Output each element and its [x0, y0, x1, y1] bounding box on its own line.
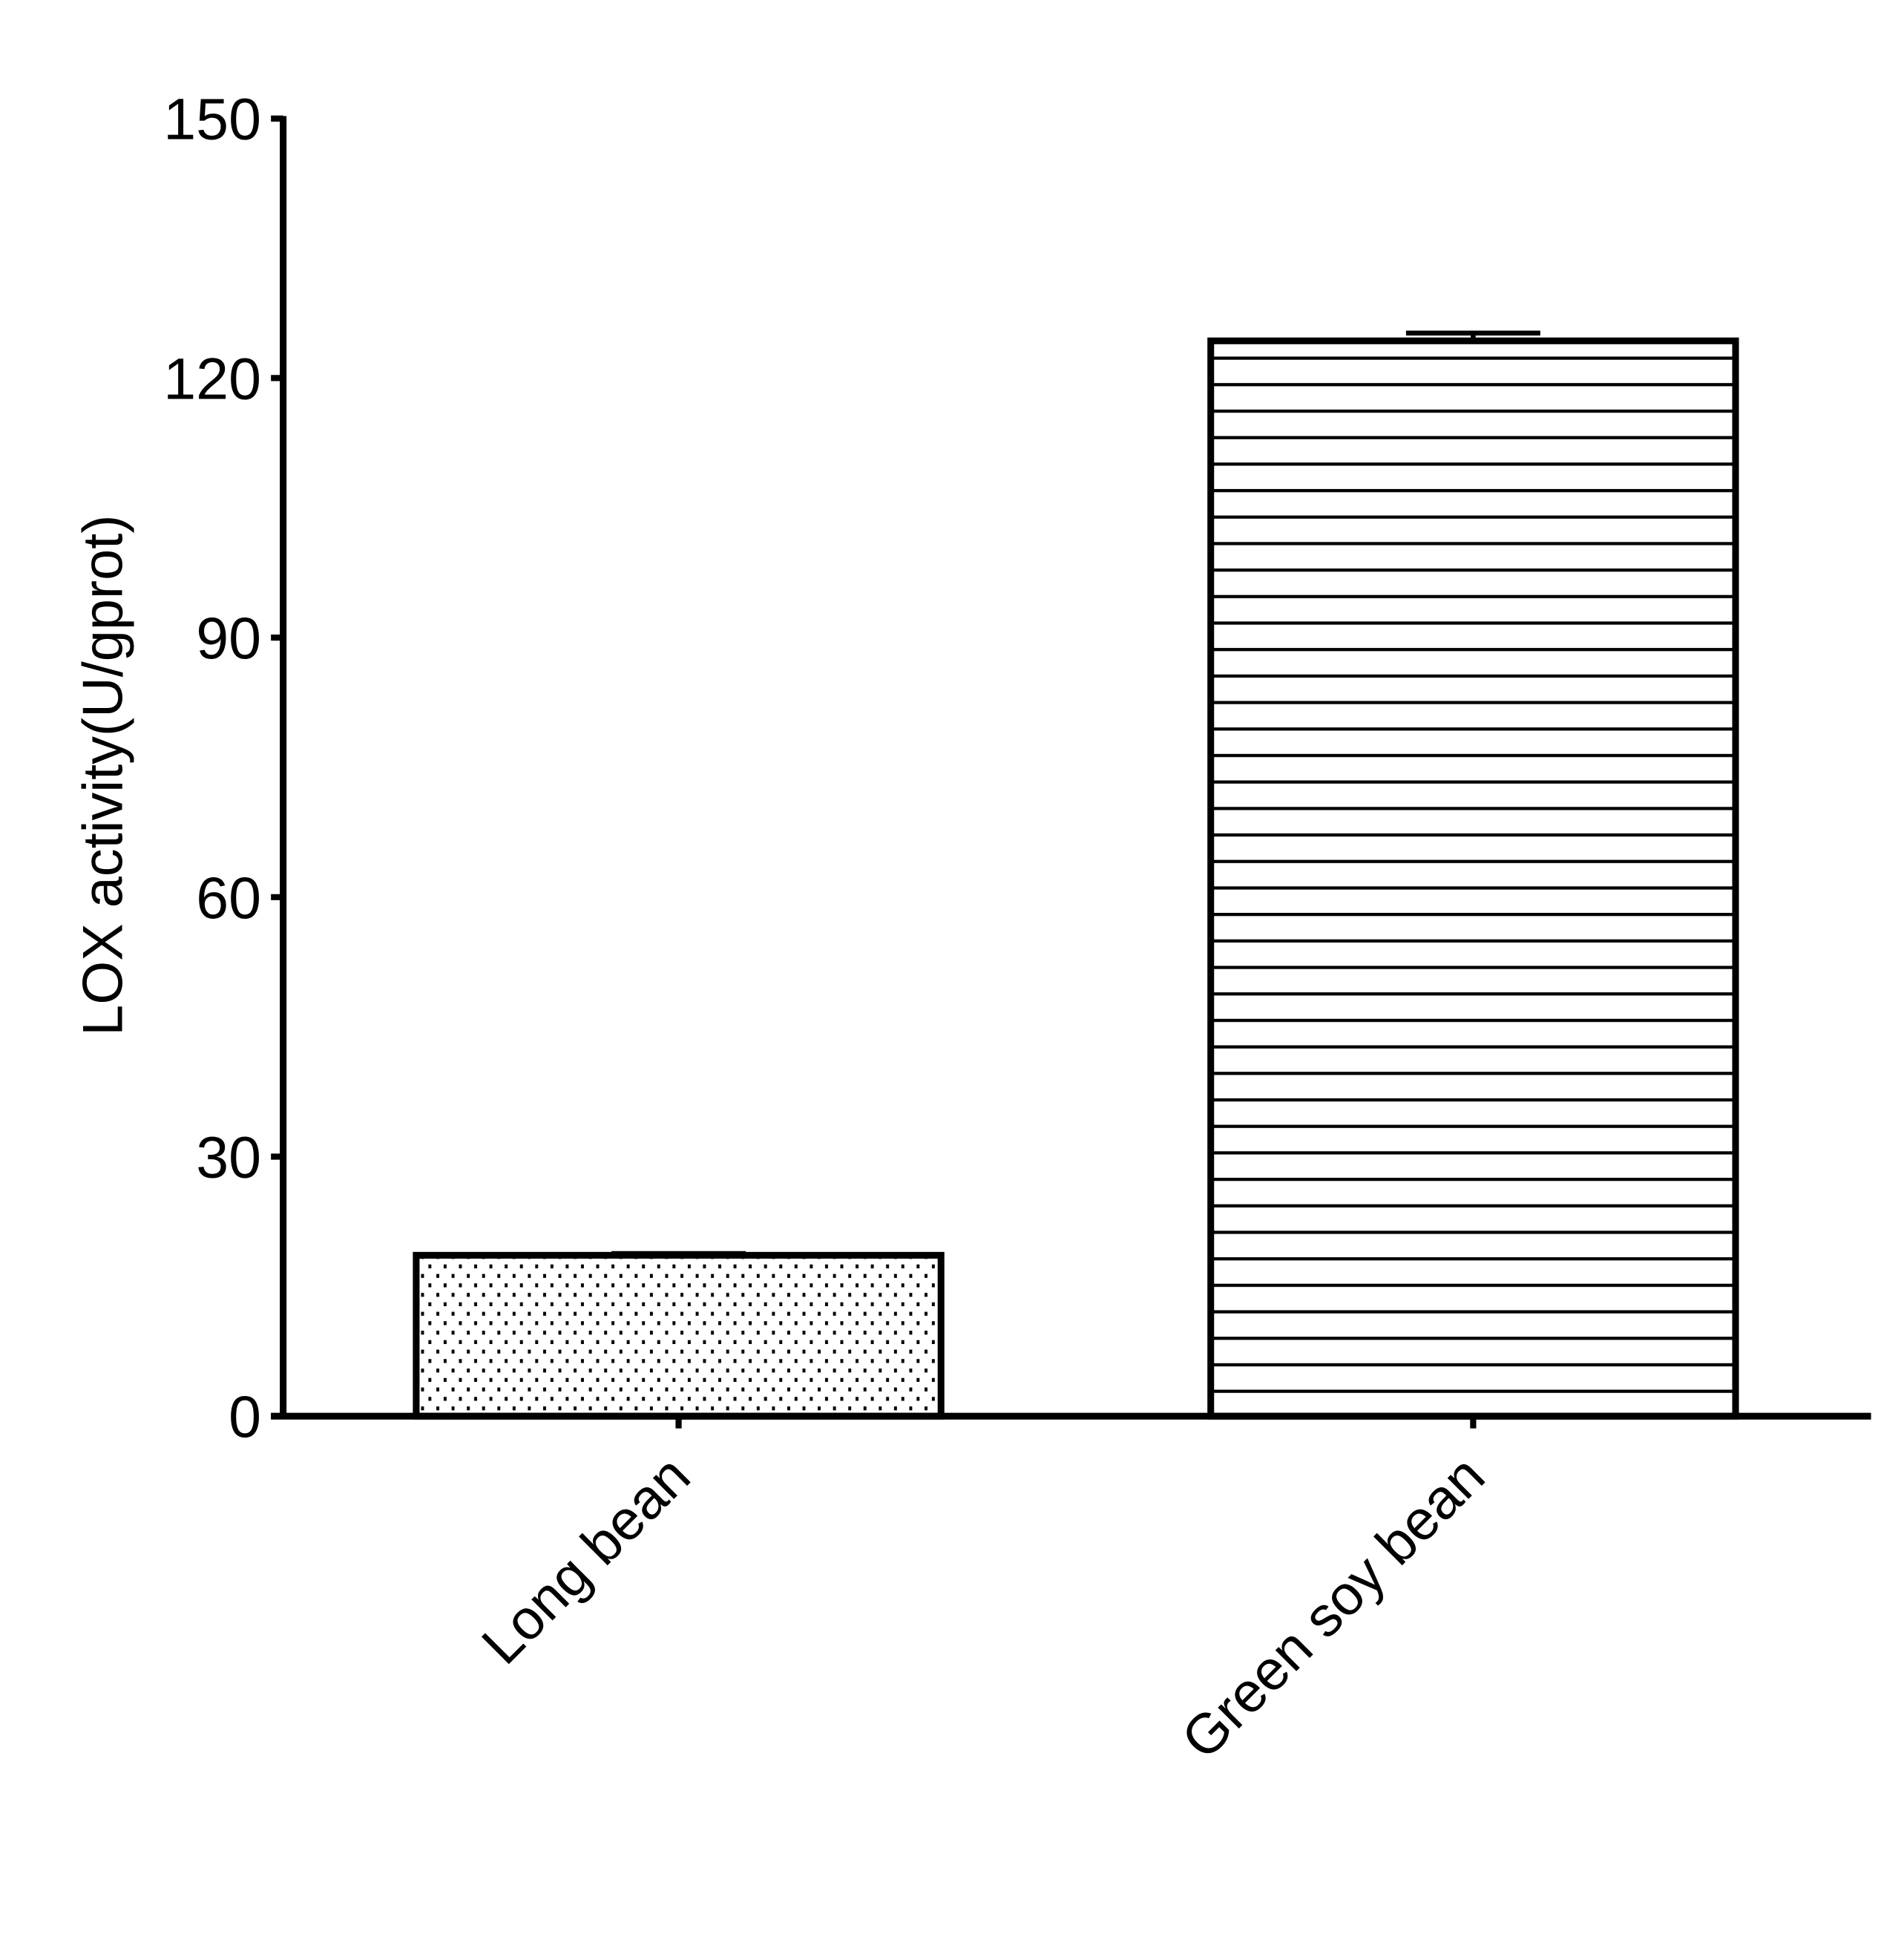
bar-green-soy-bean: [1207, 330, 1739, 1420]
y-axis-label: LOX activity(U/gprot): [72, 515, 134, 1036]
y-tick-label: 30: [196, 1124, 261, 1190]
y-tick-label: 150: [163, 87, 261, 152]
x-tick-label: Green soy bean: [1170, 1444, 1497, 1771]
bar-long-bean: [413, 1251, 945, 1420]
bar-fill-pattern: [1210, 341, 1736, 1417]
y-tick-label: 0: [229, 1384, 261, 1449]
y-tick-label: 120: [163, 346, 261, 411]
y-tick-label: 60: [196, 865, 261, 931]
x-tick-label: Long bean: [470, 1444, 702, 1676]
y-tick-label: 90: [196, 606, 261, 671]
bar-fill-pattern: [416, 1255, 942, 1417]
